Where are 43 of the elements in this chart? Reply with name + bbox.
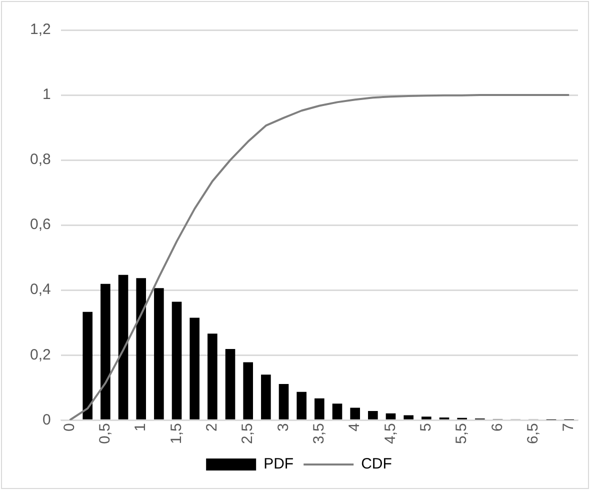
bar	[350, 408, 360, 420]
x-tick-label: 6	[488, 423, 506, 432]
y-tick-label: 0,8	[30, 151, 51, 168]
bar	[243, 362, 253, 420]
x-tick-label: 4	[346, 423, 364, 432]
bar	[261, 374, 271, 420]
x-tick-label: 1,5	[168, 423, 185, 444]
bar	[278, 384, 289, 420]
y-tick-label: 1,2	[30, 21, 51, 38]
x-tick-label: 7	[560, 423, 578, 432]
bar	[208, 334, 218, 420]
bar	[404, 415, 414, 420]
bar	[136, 278, 146, 420]
bar	[154, 288, 164, 420]
x-tick-label: 0	[60, 423, 78, 432]
x-tick-label: 5	[418, 423, 435, 432]
bar	[190, 318, 200, 420]
y-tick-label: 0,4	[30, 281, 51, 298]
bar	[332, 404, 342, 420]
x-tick-label: 3,5	[310, 423, 328, 444]
x-tick-label: 2,5	[239, 423, 256, 444]
x-tick-label: 6,5	[524, 423, 542, 444]
bar	[296, 392, 306, 420]
bar	[118, 274, 128, 420]
bar	[225, 348, 236, 420]
x-tick-label: 5,5	[453, 423, 470, 444]
y-tick-label: 0,2	[30, 346, 51, 364]
bar	[314, 398, 324, 420]
bar	[82, 312, 93, 420]
bar	[368, 411, 378, 420]
y-tick-label: 0,6	[30, 216, 51, 234]
bar	[422, 416, 432, 420]
legend-label: CDF	[361, 456, 392, 473]
x-tick-label: 0,5	[96, 423, 114, 444]
bar	[386, 413, 396, 420]
x-tick-label: 2	[204, 423, 221, 432]
x-tick-label: 4,5	[382, 423, 399, 444]
bar	[172, 302, 182, 420]
x-tick-label: 1	[132, 423, 150, 432]
legend-label: PDF	[264, 456, 294, 473]
bar	[100, 284, 110, 420]
x-tick-label: 3	[274, 423, 292, 432]
y-tick-label: 1	[42, 86, 51, 104]
